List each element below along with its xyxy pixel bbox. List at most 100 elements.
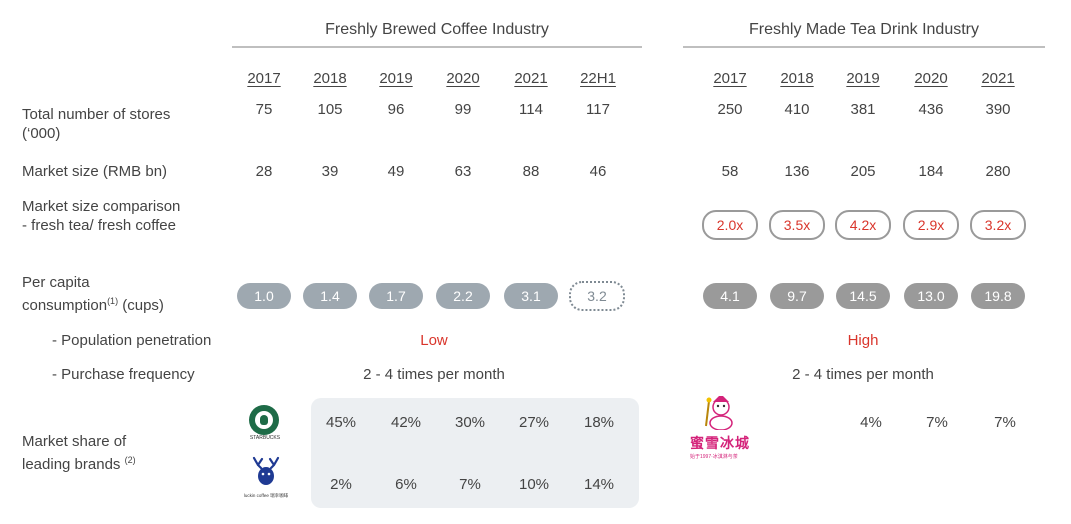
luckin-deer-icon bbox=[252, 456, 280, 485]
market-size-label: Market size (RMB bn) bbox=[22, 163, 168, 180]
per-capita-row-label: Per capita consumption(1) (cups) bbox=[22, 273, 164, 315]
tea-year-2019: 2019 bbox=[846, 70, 880, 87]
starbucks-share-2021: 18% bbox=[583, 414, 615, 431]
stores-coffee-2018: 105 bbox=[317, 101, 343, 118]
mixue-logo-text: 蜜雪冰城 bbox=[690, 436, 750, 452]
market-share-label-line2: leading brands (2) bbox=[22, 451, 136, 474]
stores-coffee-2017: 75 bbox=[255, 101, 273, 118]
per-capita-tea-2019: 14.5 bbox=[836, 283, 890, 309]
market-size-tea-2021: 280 bbox=[985, 163, 1011, 180]
luckin-share-2021: 14% bbox=[583, 476, 615, 493]
luckin-share-2019: 7% bbox=[459, 476, 481, 493]
mixue-logo: 蜜雪冰城 始于1997·冰淇淋与茶 bbox=[690, 394, 752, 460]
per-capita-label-line2: consumption(1) (cups) bbox=[22, 292, 164, 315]
coffee-year-2019: 2019 bbox=[379, 70, 413, 87]
footnote-2-marker: (2) bbox=[124, 455, 136, 465]
luckin-share-2020: 10% bbox=[518, 476, 550, 493]
starbucks-logo-text: STARBUCKS bbox=[249, 435, 281, 441]
market-size-coffee-2019: 49 bbox=[387, 163, 405, 180]
coffee-year-22h1: 22H1 bbox=[580, 70, 616, 87]
stores-label-line2: (‘000) bbox=[22, 125, 61, 142]
tea-industry-header: Freshly Made Tea Drink Industry bbox=[748, 21, 979, 38]
mixue-snowman-icon bbox=[705, 394, 733, 431]
per-capita-coffee-22h1: 3.2 bbox=[569, 281, 625, 311]
per-capita-coffee-2018: 1.4 bbox=[303, 283, 357, 309]
market-size-tea-2020: 184 bbox=[918, 163, 944, 180]
coffee-market-share-box bbox=[311, 398, 639, 508]
market-size-tea-2018: 136 bbox=[784, 163, 810, 180]
market-size-tea-2019: 205 bbox=[850, 163, 876, 180]
market-size-coffee-2021: 88 bbox=[522, 163, 540, 180]
comparison-ratio-2019: 4.2x bbox=[835, 210, 891, 240]
comparison-label-line2: - fresh tea/ fresh coffee bbox=[22, 217, 176, 234]
per-capita-tea-2017: 4.1 bbox=[703, 283, 757, 309]
coffee-year-2021: 2021 bbox=[514, 70, 548, 87]
per-capita-coffee-2021: 3.1 bbox=[504, 283, 558, 309]
per-capita-label-post: (cups) bbox=[118, 297, 164, 314]
tea-year-2017: 2017 bbox=[713, 70, 747, 87]
penetration-label: - Population penetration bbox=[52, 332, 212, 349]
frequency-tea: 2 - 4 times per month bbox=[792, 366, 934, 383]
per-capita-label-line1: Per capita bbox=[22, 274, 90, 291]
per-capita-label-pre: consumption bbox=[22, 297, 108, 314]
market-share-label-text: leading brands bbox=[22, 456, 121, 473]
starbucks-siren-icon bbox=[249, 405, 279, 435]
per-capita-tea-2018: 9.7 bbox=[770, 283, 824, 309]
footnote-1-marker: (1) bbox=[107, 296, 119, 306]
stores-coffee-2019: 96 bbox=[387, 101, 405, 118]
tea-year-2021: 2021 bbox=[981, 70, 1015, 87]
starbucks-share-2020: 27% bbox=[518, 414, 550, 431]
starbucks-share-2018: 42% bbox=[390, 414, 422, 431]
tea-year-2018: 2018 bbox=[780, 70, 814, 87]
luckin-logo: luckin coffee 瑞幸咖啡 bbox=[244, 456, 288, 499]
tea-year-2020: 2020 bbox=[914, 70, 948, 87]
stores-tea-2020: 436 bbox=[918, 101, 944, 118]
per-capita-coffee-2020: 2.2 bbox=[436, 283, 490, 309]
per-capita-coffee-2017: 1.0 bbox=[237, 283, 291, 309]
stores-tea-2021: 390 bbox=[985, 101, 1011, 118]
luckin-logo-text: luckin coffee 瑞幸咖啡 bbox=[243, 493, 289, 498]
coffee-year-2017: 2017 bbox=[247, 70, 281, 87]
stores-row-label: Total number of stores (‘000) bbox=[22, 105, 170, 143]
starbucks-share-2017: 45% bbox=[325, 414, 357, 431]
penetration-coffee: Low bbox=[420, 332, 448, 349]
stores-tea-2019: 381 bbox=[850, 101, 876, 118]
frequency-coffee: 2 - 4 times per month bbox=[363, 366, 505, 383]
coffee-year-2018: 2018 bbox=[313, 70, 347, 87]
coffee-header-rule bbox=[232, 46, 642, 48]
stores-coffee-22h1: 117 bbox=[586, 101, 610, 118]
mixue-logo-sub: 始于1997·冰淇淋与茶 bbox=[690, 454, 738, 460]
comparison-ratio-2020: 2.9x bbox=[903, 210, 959, 240]
market-size-tea-2017: 58 bbox=[721, 163, 739, 180]
mixue-share-2019: 4% bbox=[860, 414, 882, 431]
stores-coffee-2021: 114 bbox=[519, 101, 543, 118]
per-capita-coffee-2019: 1.7 bbox=[369, 283, 423, 309]
starbucks-logo: STARBUCKS bbox=[249, 405, 281, 441]
comparison-ratio-2018: 3.5x bbox=[769, 210, 825, 240]
market-size-coffee-2017: 28 bbox=[255, 163, 273, 180]
market-size-coffee-22h1: 46 bbox=[589, 163, 607, 180]
mixue-share-2020: 7% bbox=[926, 414, 948, 431]
stores-label-line1: Total number of stores bbox=[22, 106, 171, 123]
comparison-label-line1: Market size comparison bbox=[22, 198, 181, 215]
stores-tea-2018: 410 bbox=[784, 101, 810, 118]
coffee-year-2020: 2020 bbox=[446, 70, 480, 87]
per-capita-tea-2021: 19.8 bbox=[971, 283, 1025, 309]
market-share-row-label: Market share of leading brands (2) bbox=[22, 432, 136, 474]
luckin-share-2018: 6% bbox=[395, 476, 417, 493]
mixue-share-2021: 7% bbox=[994, 414, 1016, 431]
market-size-coffee-2020: 63 bbox=[454, 163, 472, 180]
comparison-ratio-2017: 2.0x bbox=[702, 210, 758, 240]
stores-coffee-2020: 99 bbox=[454, 101, 472, 118]
penetration-tea: High bbox=[847, 332, 879, 349]
coffee-industry-header: Freshly Brewed Coffee Industry bbox=[325, 21, 549, 38]
per-capita-tea-2020: 13.0 bbox=[904, 283, 958, 309]
starbucks-share-2019: 30% bbox=[454, 414, 486, 431]
tea-header-rule bbox=[683, 46, 1045, 48]
luckin-share-2017: 2% bbox=[330, 476, 352, 493]
stores-tea-2017: 250 bbox=[717, 101, 743, 118]
comparison-ratio-2021: 3.2x bbox=[970, 210, 1026, 240]
market-size-coffee-2018: 39 bbox=[321, 163, 339, 180]
frequency-label: - Purchase frequency bbox=[52, 366, 195, 383]
market-share-label-line1: Market share of bbox=[22, 433, 127, 450]
